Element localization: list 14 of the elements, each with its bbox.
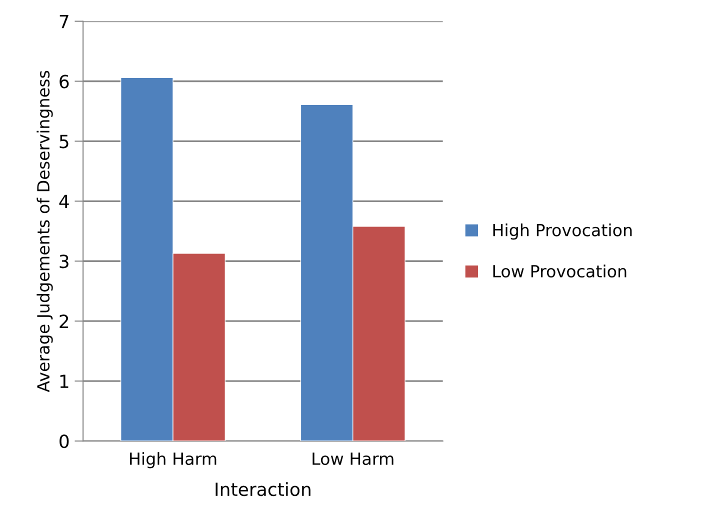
y-axis-title: Average Judgements of Deservingness — [36, 70, 53, 392]
legend-label: Low Provocation — [493, 264, 626, 278]
y-tick-label: 2 — [60, 314, 68, 328]
y-tick-label: 3 — [60, 254, 68, 268]
y-tick-label: 6 — [60, 74, 69, 88]
y-tick-label: 0 — [60, 434, 69, 448]
x-axis-title: Interaction — [216, 482, 310, 496]
y-tick-label: 1 — [60, 374, 68, 388]
y-tick-label: 7 — [60, 14, 68, 28]
y-tick-label: 4 — [59, 194, 69, 208]
x-tick-label: High Harm — [130, 452, 216, 468]
x-tick-label: Low Harm — [312, 452, 394, 466]
y-tick-label: 5 — [60, 134, 68, 148]
legend-label: High Provocation — [493, 224, 632, 240]
